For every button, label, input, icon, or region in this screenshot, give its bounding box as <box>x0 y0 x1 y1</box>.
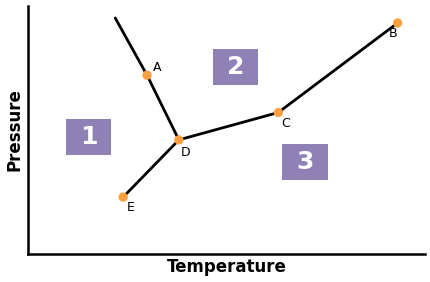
Text: D: D <box>181 146 190 159</box>
Text: A: A <box>153 61 161 74</box>
Text: E: E <box>127 201 135 214</box>
FancyBboxPatch shape <box>65 119 111 155</box>
Point <box>143 73 150 78</box>
Text: 1: 1 <box>80 125 97 149</box>
X-axis label: Temperature: Temperature <box>166 258 286 276</box>
Point <box>393 21 400 25</box>
FancyBboxPatch shape <box>282 144 327 180</box>
Point <box>120 195 126 199</box>
Text: 2: 2 <box>227 55 244 79</box>
FancyBboxPatch shape <box>212 49 258 85</box>
Point <box>175 138 182 142</box>
Text: C: C <box>281 117 289 130</box>
Text: B: B <box>388 27 396 40</box>
Y-axis label: Pressure: Pressure <box>6 89 24 171</box>
Point <box>274 110 281 115</box>
Text: 3: 3 <box>296 149 313 173</box>
